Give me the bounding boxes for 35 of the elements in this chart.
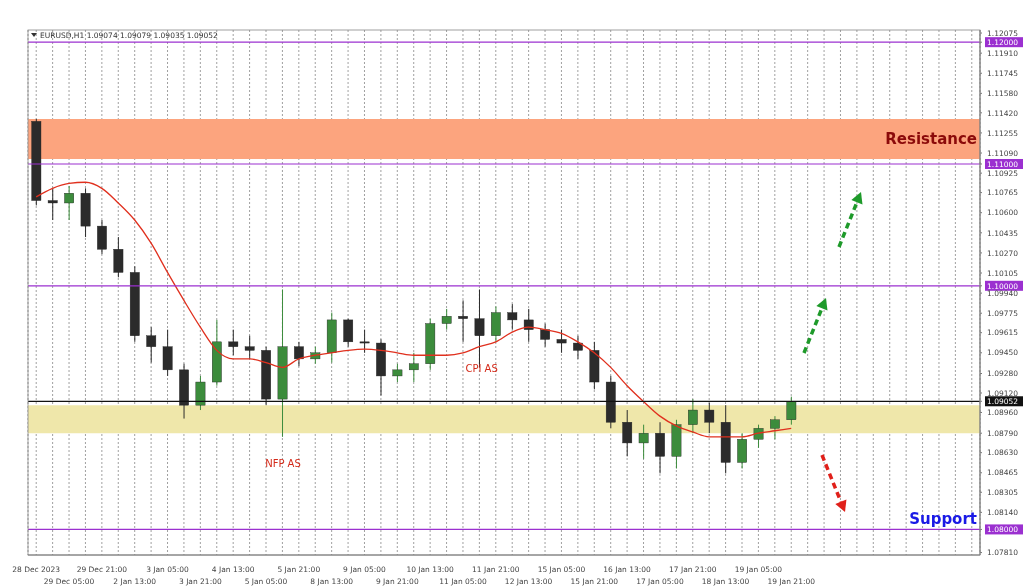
candlestick	[244, 335, 255, 360]
candlestick	[343, 318, 354, 348]
candlestick	[491, 306, 501, 343]
candlestick	[638, 424, 649, 460]
candlestick	[622, 409, 633, 457]
candlestick	[704, 402, 715, 434]
candlestick	[458, 299, 468, 343]
candlestick	[162, 329, 173, 377]
annotation: CPI AS	[465, 362, 498, 374]
annotation: NFP AS	[265, 457, 301, 469]
candlestick	[294, 341, 304, 367]
candlestick	[64, 185, 74, 221]
candlestick	[113, 236, 124, 278]
candlestick	[408, 352, 419, 383]
candlestick	[359, 329, 370, 354]
candlestick	[770, 415, 780, 440]
candlestick	[47, 187, 58, 221]
candlestick	[507, 303, 518, 331]
candlestick	[737, 432, 747, 470]
candlestick	[97, 219, 107, 255]
line-series	[35, 181, 792, 438]
candlestick	[573, 335, 583, 360]
candlestick	[523, 308, 534, 343]
band-label: Resistance	[885, 130, 977, 149]
candlestick	[392, 363, 403, 383]
candlestick	[556, 329, 567, 354]
ref-line-label: Support	[909, 510, 977, 529]
candlestick	[786, 396, 797, 426]
candlestick	[688, 398, 698, 434]
candlestick	[146, 326, 157, 364]
candlestick	[195, 375, 206, 411]
candlestick	[655, 421, 665, 474]
candlestick	[441, 308, 452, 331]
candlestick	[228, 329, 239, 356]
candlestick	[540, 323, 550, 348]
